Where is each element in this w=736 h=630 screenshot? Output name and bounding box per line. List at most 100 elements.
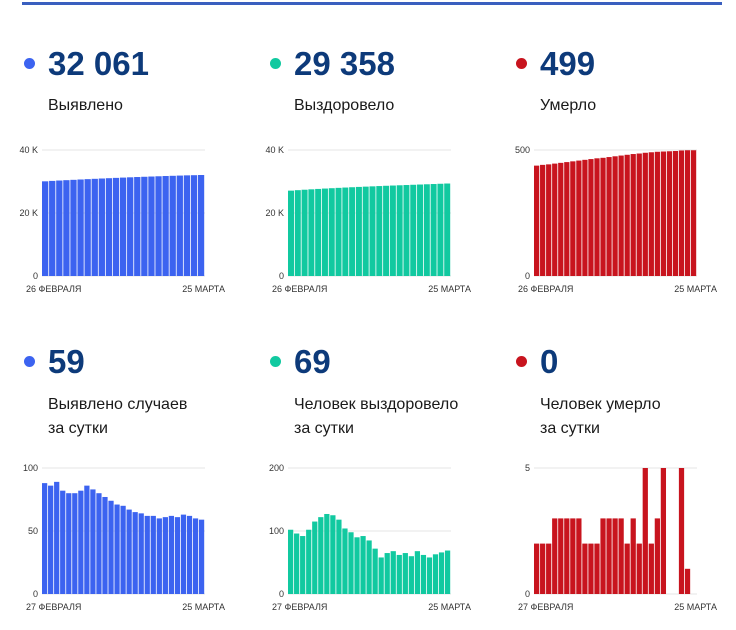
bar <box>564 162 570 276</box>
bar <box>120 505 126 594</box>
bar <box>288 190 294 276</box>
y-tick-label: 0 <box>525 271 530 281</box>
x-start-label: 26 ФЕВРАЛЯ <box>26 284 81 294</box>
card-detected-total: 32 061 Выявлено 0 20 K 40 K 26 ФЕВРАЛЯ 25 МА… <box>19 44 252 304</box>
x-end-label: 25 МАРТА <box>674 602 717 612</box>
bar <box>114 504 120 594</box>
bar <box>594 543 600 594</box>
x-start-label: 27 ФЕВРАЛЯ <box>26 602 81 612</box>
y-tick-label: 500 <box>515 145 530 155</box>
bar <box>678 468 685 594</box>
bar <box>648 152 654 276</box>
bar <box>330 515 336 594</box>
detected-total-value: 32 061 <box>48 45 149 82</box>
bar <box>186 515 193 594</box>
bar <box>312 521 318 594</box>
y-tick-label: 100 <box>23 463 38 473</box>
bar <box>378 557 384 594</box>
recovered-daily-chart: 0 100 200 27 ФЕВРАЛЯ 25 МАРТА <box>269 463 471 612</box>
x-end-label: 25 МАРТА <box>182 284 225 294</box>
bar <box>362 186 369 276</box>
bar <box>390 551 396 594</box>
bar <box>198 519 205 594</box>
detected-total-label: Выявлено <box>48 97 123 114</box>
bar <box>582 543 588 594</box>
bar <box>403 185 410 276</box>
bar <box>70 179 77 276</box>
bar <box>636 153 642 276</box>
bar <box>684 150 691 276</box>
bar <box>594 158 600 276</box>
bar <box>570 518 576 594</box>
green-dot-icon <box>270 356 281 367</box>
bar <box>426 557 433 594</box>
bar <box>162 517 168 594</box>
bar <box>84 485 90 594</box>
bar <box>588 159 594 276</box>
bar <box>96 493 102 594</box>
bar <box>342 187 349 276</box>
bar <box>77 179 84 276</box>
bar <box>48 485 54 594</box>
bar <box>618 518 624 594</box>
bar <box>389 185 396 276</box>
red-dot-icon <box>516 356 527 367</box>
bar <box>558 162 564 276</box>
bar <box>438 552 445 594</box>
bar <box>437 183 444 276</box>
bar <box>294 190 301 276</box>
red-dot-icon <box>516 58 527 69</box>
bar <box>642 152 648 276</box>
blue-dot-icon <box>24 58 35 69</box>
bar <box>141 176 148 276</box>
bar <box>42 483 48 594</box>
bar <box>156 518 162 594</box>
bar <box>444 183 451 276</box>
y-tick-label: 0 <box>279 271 284 281</box>
deaths-total-value: 499 <box>540 45 596 82</box>
bar <box>176 175 183 276</box>
bar <box>126 509 132 594</box>
bar <box>169 175 176 276</box>
blue-dot-icon <box>24 356 35 367</box>
bar <box>348 532 354 594</box>
bar <box>72 493 78 594</box>
bar <box>324 513 330 594</box>
bar <box>636 543 642 594</box>
bar <box>654 151 660 276</box>
y-tick-label: 20 K <box>19 208 38 218</box>
bar <box>354 537 360 594</box>
bar <box>546 543 552 594</box>
bar <box>102 496 108 594</box>
bar <box>678 150 685 276</box>
bar <box>648 543 654 594</box>
bar <box>54 481 60 594</box>
card-detected-daily: 59 Выявлено случаев за сутки 0 50 100 27 ФЕ… <box>22 342 252 622</box>
bar <box>612 518 618 594</box>
bar <box>91 178 98 276</box>
bar <box>162 176 169 276</box>
bar <box>119 177 127 276</box>
bar <box>60 490 66 594</box>
bar <box>410 184 417 276</box>
bar <box>56 180 63 276</box>
bar <box>112 177 120 276</box>
bar <box>558 518 564 594</box>
deaths-daily-chart: 0 5 27 ФЕВРАЛЯ 25 МАРТА <box>518 463 717 612</box>
bar <box>335 187 342 276</box>
bar <box>366 540 372 594</box>
bar <box>420 554 427 594</box>
bar <box>180 514 187 594</box>
bar <box>84 179 91 276</box>
bar <box>49 180 56 276</box>
recovered-total-value: 29 358 <box>294 45 395 82</box>
bar <box>660 151 667 276</box>
recovered-total-label: Выздоровело <box>294 97 395 114</box>
bar <box>148 176 155 276</box>
y-tick-label: 0 <box>33 589 38 599</box>
bar <box>90 489 96 594</box>
bar <box>168 515 175 594</box>
bar <box>183 175 191 276</box>
bar <box>642 468 648 594</box>
bar <box>540 164 546 276</box>
